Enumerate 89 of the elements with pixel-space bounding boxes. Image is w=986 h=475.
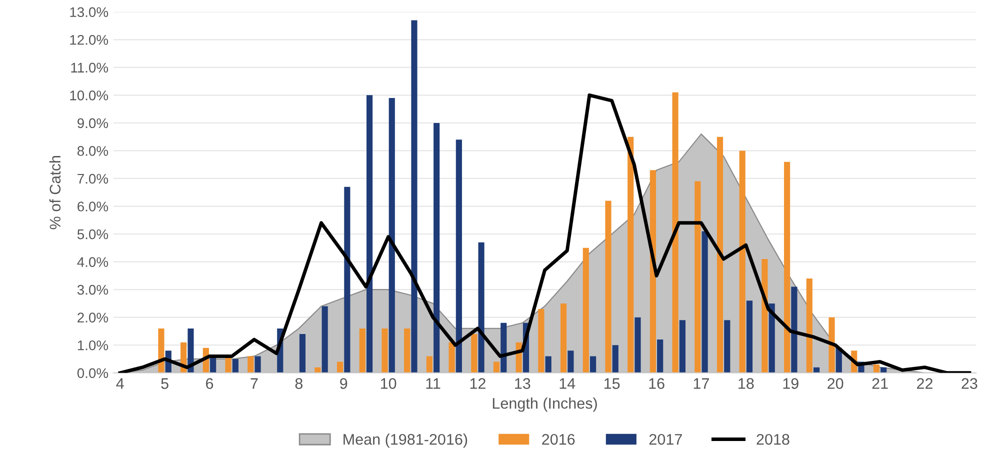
- bar: [679, 320, 686, 373]
- legend-label: 2017: [649, 434, 682, 445]
- x-axis-title: Length (Inches): [492, 398, 597, 412]
- bar: [605, 200, 612, 373]
- bar: [344, 186, 350, 373]
- x-tick-label: 14: [560, 378, 576, 389]
- bar: [478, 242, 484, 373]
- y-tick-label: 11.0%: [71, 62, 108, 73]
- bar: [232, 358, 238, 373]
- x-tick-label: 22: [917, 378, 932, 389]
- x-tick-label: 11: [426, 378, 440, 389]
- bar: [768, 303, 775, 373]
- bar: [634, 317, 641, 373]
- bar: [746, 300, 753, 373]
- bar: [336, 362, 344, 373]
- bar: [545, 356, 552, 373]
- bar: [568, 350, 574, 373]
- y-tick-label: 0.0%: [77, 368, 108, 378]
- bar: [702, 231, 708, 373]
- bar: [739, 150, 746, 373]
- bar: [411, 20, 418, 373]
- bar: [672, 92, 678, 373]
- bar: [404, 328, 410, 373]
- x-tick-label: 19: [783, 378, 798, 389]
- bar: [784, 162, 790, 373]
- x-tick-label: 4: [116, 378, 124, 389]
- x-tick-label: 13: [515, 378, 530, 389]
- y-tick-label: 7.0%: [78, 174, 108, 184]
- bar: [500, 322, 507, 373]
- x-tick-label: 10: [380, 378, 396, 389]
- bar: [359, 328, 366, 373]
- y-tick-label: 4.0%: [77, 257, 108, 267]
- x-tick-label: 16: [649, 378, 664, 389]
- bar: [650, 170, 656, 373]
- bar: [493, 362, 500, 373]
- bar: [188, 328, 194, 373]
- bar: [448, 342, 455, 373]
- bar: [628, 136, 634, 373]
- y-axis-title: % of Catch: [49, 156, 61, 230]
- y-tick-label: 2.0%: [78, 312, 108, 323]
- x-tick-label: 9: [340, 378, 348, 389]
- x-tick-label: 12: [470, 378, 486, 389]
- bar: [366, 95, 373, 373]
- bar: [434, 122, 440, 373]
- bar: [471, 334, 478, 373]
- bar: [382, 328, 388, 373]
- bar: [299, 334, 306, 373]
- bar: [612, 345, 618, 373]
- x-tick-label: 23: [962, 378, 978, 389]
- bar: [791, 286, 798, 373]
- y-tick-label: 8.0%: [77, 146, 108, 156]
- y-tick-label: 3.0%: [77, 284, 108, 295]
- bar: [560, 303, 567, 373]
- y-tick-label: 13.0%: [70, 7, 108, 18]
- y-tick-label: 10.0%: [70, 90, 108, 100]
- bar: [388, 98, 395, 373]
- y-tick-label: 6.0%: [78, 202, 108, 212]
- bar: [456, 140, 462, 373]
- x-tick-label: 21: [872, 378, 888, 389]
- bar: [657, 340, 664, 373]
- bar: [158, 328, 164, 373]
- bar: [590, 356, 596, 373]
- bar: [806, 278, 812, 373]
- x-tick-label: 15: [604, 378, 620, 389]
- legend-label: Mean (1981-2016): [344, 434, 468, 448]
- bar: [582, 248, 589, 373]
- bar: [724, 320, 730, 373]
- x-tick-label: 7: [250, 378, 258, 389]
- x-tick-label: 8: [295, 378, 302, 389]
- x-tick-label: 5: [161, 378, 168, 389]
- legend-label: 2018: [756, 434, 790, 445]
- bar: [873, 364, 880, 373]
- y-tick-label: 9.0%: [78, 118, 108, 128]
- bar: [538, 309, 544, 373]
- x-tick-label: 6: [206, 378, 214, 389]
- bar: [828, 317, 835, 373]
- bar: [322, 306, 328, 373]
- y-tick-label: 1.0%: [78, 340, 108, 350]
- bar: [254, 356, 261, 373]
- bar: [716, 136, 724, 373]
- x-tick-label: 20: [828, 378, 844, 389]
- bar: [426, 356, 432, 373]
- y-tick-label: 12.0%: [70, 34, 108, 45]
- y-tick-label: 5.0%: [77, 229, 108, 240]
- x-tick-label: 17: [694, 378, 709, 389]
- bar: [694, 181, 701, 373]
- bar: [248, 356, 254, 373]
- x-tick-label: 18: [738, 378, 754, 389]
- legend-label: 2016: [542, 434, 575, 445]
